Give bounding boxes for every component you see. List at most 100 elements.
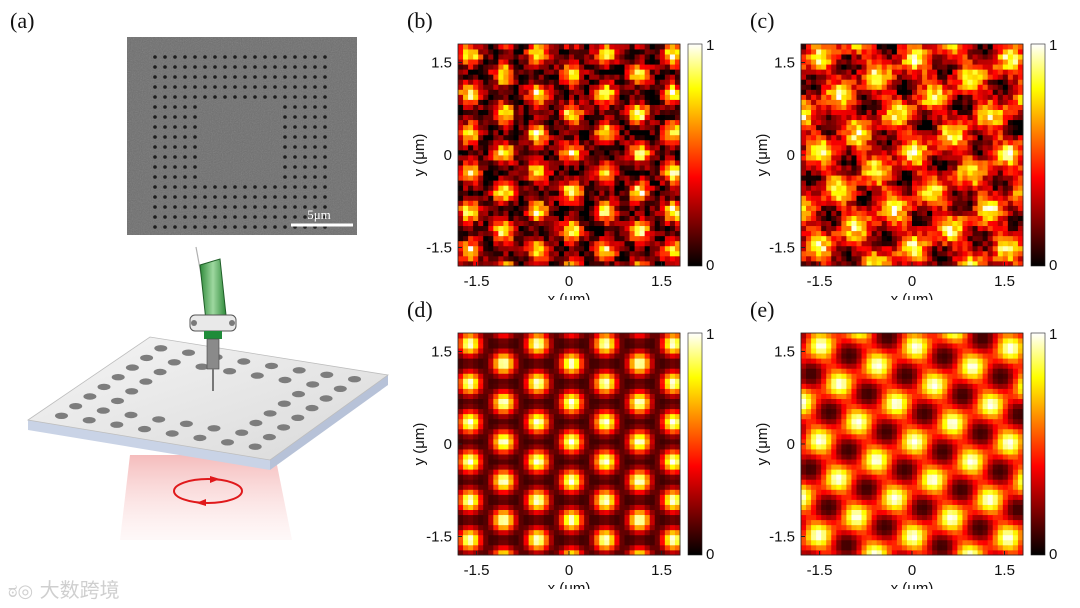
heatmap-cell xyxy=(473,195,479,201)
heatmap-cell xyxy=(503,160,509,166)
heatmap-cell xyxy=(886,250,893,257)
heatmap-cell xyxy=(927,175,933,181)
heatmap-cell xyxy=(473,529,479,536)
heatmap-cell xyxy=(957,79,963,85)
heatmap-cell xyxy=(538,469,545,475)
heatmap-cell xyxy=(579,160,585,166)
heatmap-cell xyxy=(957,99,963,105)
heatmap-cell xyxy=(861,250,867,257)
heatmap-cell xyxy=(826,215,832,221)
heatmap-cell xyxy=(937,255,943,262)
heatmap-cell xyxy=(674,215,681,221)
heatmap-cell xyxy=(468,124,474,131)
heatmap-cell xyxy=(654,255,661,262)
heatmap-cell xyxy=(558,59,565,65)
heatmap-cell xyxy=(871,89,878,95)
sem-hole xyxy=(313,165,317,169)
heatmap-cell xyxy=(846,155,852,161)
sem-hole xyxy=(283,55,287,59)
heatmap-cell xyxy=(659,205,666,211)
heatmap-cell xyxy=(493,109,499,116)
heatmap-cell xyxy=(478,504,484,510)
heatmap-cell xyxy=(917,84,923,90)
heatmap-cell xyxy=(533,230,540,237)
sem-hole xyxy=(263,55,267,59)
heatmap-cell xyxy=(523,474,530,480)
heatmap-cell xyxy=(503,444,509,450)
heatmap-cell xyxy=(523,155,530,161)
heatmap-cell xyxy=(528,124,535,131)
heatmap-cell xyxy=(826,84,832,90)
heatmap-cell xyxy=(987,220,994,227)
heatmap-cell xyxy=(518,464,524,470)
heatmap-cell xyxy=(624,200,630,206)
heatmap-cell xyxy=(579,170,585,176)
heatmap-cell xyxy=(634,139,641,146)
heatmap-cell xyxy=(846,79,852,85)
heatmap-cell xyxy=(503,260,509,267)
heatmap-cell xyxy=(473,438,479,445)
heatmap-cell xyxy=(513,479,519,485)
heatmap-cell xyxy=(967,114,973,121)
heatmap-cell xyxy=(483,215,489,221)
heatmap-cell xyxy=(861,180,867,186)
heatmap-cell xyxy=(503,215,509,221)
heatmap-cell xyxy=(876,235,883,242)
heatmap-cell xyxy=(543,260,550,267)
heatmap-cell xyxy=(483,373,489,379)
sem-hole xyxy=(183,65,187,69)
heatmap-cell xyxy=(483,59,489,65)
heatmap-cell xyxy=(569,165,575,171)
heatmap-cell xyxy=(488,144,494,151)
heatmap-cell xyxy=(538,210,545,216)
heatmap-cell xyxy=(498,84,504,90)
heatmap-cell xyxy=(821,104,827,110)
heatmap-cell xyxy=(881,109,888,116)
heatmap-cell xyxy=(654,225,661,232)
heatmap-cell xyxy=(528,94,535,100)
heatmap-cell xyxy=(533,373,540,379)
heatmap-cell xyxy=(1007,134,1014,141)
heatmap-cell xyxy=(886,69,893,75)
heatmap-cell xyxy=(473,358,479,364)
heatmap-cell xyxy=(538,89,545,95)
heatmap-cell xyxy=(861,69,867,75)
heatmap-cell xyxy=(589,119,595,126)
heatmap-cell xyxy=(811,220,817,227)
heatmap-cell xyxy=(639,165,646,171)
plate-hole xyxy=(348,376,361,383)
heatmap-cell xyxy=(538,378,545,384)
heatmap-cell xyxy=(508,413,514,420)
heatmap-cell xyxy=(881,104,888,110)
heatmap-cell xyxy=(483,464,489,470)
heatmap-cell xyxy=(806,255,812,262)
heatmap-cell xyxy=(942,195,948,201)
heatmap-cell xyxy=(458,89,464,95)
heatmap-cell xyxy=(801,230,807,237)
heatmap-cell xyxy=(871,255,878,262)
heatmap-cell xyxy=(468,119,474,126)
heatmap-cell xyxy=(957,210,963,216)
heatmap-cell xyxy=(533,109,540,116)
heatmap-cell xyxy=(523,190,530,196)
sem-hole xyxy=(183,135,187,139)
heatmap-cell xyxy=(912,235,918,242)
heatmap-cell xyxy=(533,74,540,80)
heatmap-cell xyxy=(861,44,867,50)
heatmap-cell xyxy=(831,119,837,126)
heatmap-cell xyxy=(997,89,1004,95)
heatmap-cell xyxy=(801,84,807,90)
heatmap-cell xyxy=(619,54,625,60)
heatmap-cell xyxy=(523,109,530,116)
plate-hole xyxy=(182,349,195,356)
heatmap-cell xyxy=(533,250,540,257)
heatmap-cell xyxy=(629,104,635,110)
heatmap-cell xyxy=(458,94,464,100)
heatmap-cell xyxy=(619,44,625,50)
heatmap-cell xyxy=(871,79,878,85)
heatmap-cell xyxy=(528,195,535,201)
heatmap-cell xyxy=(644,129,651,136)
heatmap-cell xyxy=(553,79,560,85)
heatmap-cell xyxy=(458,469,464,475)
heatmap-cell xyxy=(997,79,1004,85)
